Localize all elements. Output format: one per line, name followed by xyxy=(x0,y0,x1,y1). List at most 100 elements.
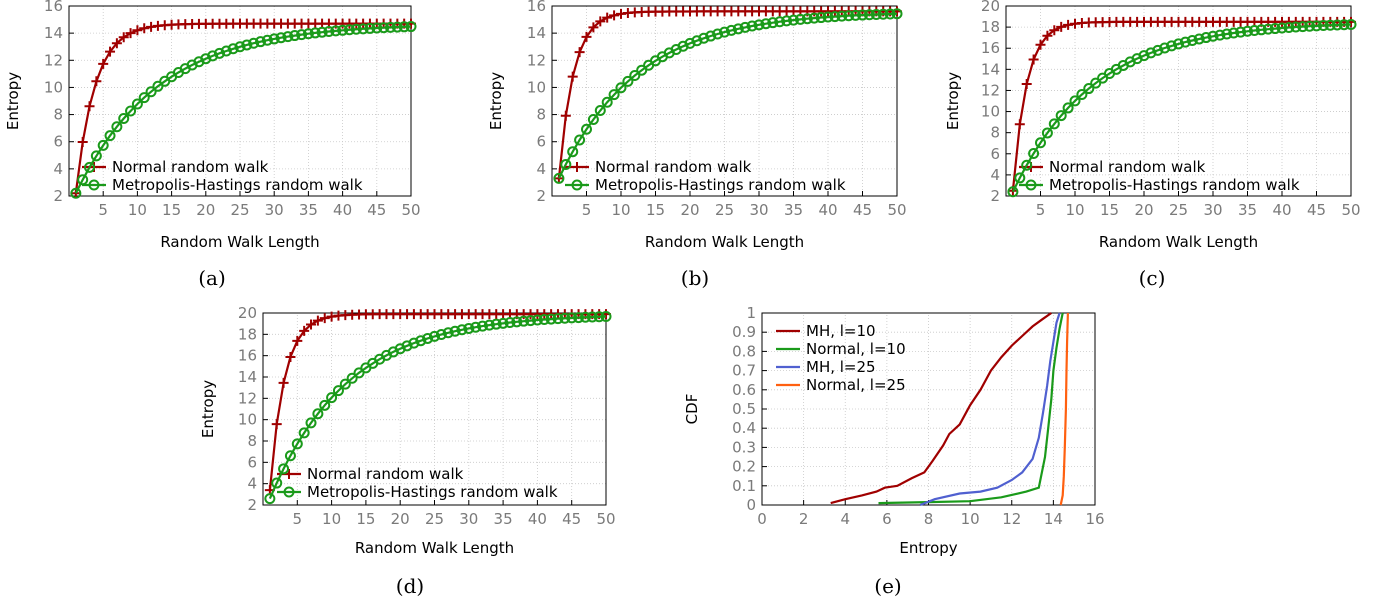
data-point-circle xyxy=(125,105,137,117)
data-point-circle xyxy=(343,24,355,36)
y-tick-label: 2 xyxy=(536,187,546,205)
data-point-circle xyxy=(463,322,475,334)
data-point-circle xyxy=(104,130,116,142)
data-point-plus xyxy=(1049,25,1060,36)
data-point-circle xyxy=(746,20,758,32)
data-point-circle xyxy=(118,113,130,125)
data-point-plus xyxy=(1028,54,1039,65)
x-tick-label: 50 xyxy=(1341,201,1360,219)
data-point-circle xyxy=(312,408,324,420)
legend-marker-circle xyxy=(1025,179,1037,191)
data-point-circle xyxy=(1221,28,1233,40)
x-tick-label: 35 xyxy=(299,201,318,219)
data-point-circle xyxy=(1173,38,1184,50)
data-point-circle xyxy=(822,11,834,23)
data-point-circle xyxy=(449,325,461,337)
series-line xyxy=(830,312,1052,505)
x-tick-label: 50 xyxy=(887,201,906,219)
data-point-circle xyxy=(531,314,543,326)
x-tick-label: 45 xyxy=(853,201,872,219)
data-point-circle xyxy=(1028,148,1040,160)
x-tick-label: 30 xyxy=(1203,201,1222,219)
x-tick-label: 50 xyxy=(401,201,420,219)
data-point-circle xyxy=(815,12,827,24)
x-tick-label: 15 xyxy=(162,201,181,219)
data-point-circle xyxy=(511,316,523,328)
data-point-circle xyxy=(275,32,287,44)
data-point-circle xyxy=(332,385,344,397)
data-point-circle xyxy=(1248,25,1260,37)
data-point-circle xyxy=(289,30,301,42)
x-tick-label: 35 xyxy=(784,201,803,219)
x-tick-label: 30 xyxy=(265,201,284,219)
x-tick-label: 5 xyxy=(293,510,303,528)
series-mh xyxy=(1007,18,1357,198)
data-point-plus xyxy=(595,16,606,27)
data-point-circle xyxy=(405,21,417,33)
chart-panel-b: 5 10 15 20 25 30 35 40 45 50 2 4 6 8 10 12 14 16 Random Wa… xyxy=(487,0,907,251)
y-tick-label: 20 xyxy=(238,304,257,322)
x-tick-label: 6 xyxy=(882,510,892,528)
x-tick-label: 30 xyxy=(459,510,478,528)
x-tick-label: 5 xyxy=(582,201,592,219)
x-axis-label: Random Walk Length xyxy=(355,539,514,557)
data-point-circle xyxy=(760,18,772,30)
data-point-circle xyxy=(1200,32,1212,44)
data-point-circle xyxy=(560,158,572,170)
caption-a: (a) xyxy=(198,266,226,290)
data-point-circle xyxy=(1062,102,1074,114)
data-point-circle xyxy=(629,70,641,82)
data-point-circle xyxy=(1338,19,1350,31)
data-point-circle xyxy=(774,16,786,28)
data-point-circle xyxy=(608,89,620,101)
data-point-circle xyxy=(152,80,164,92)
data-point-circle xyxy=(567,146,579,158)
data-point-circle xyxy=(691,35,703,47)
legend-label: Normal random walk xyxy=(595,158,752,176)
y-tick-label: 12 xyxy=(238,389,257,407)
y-tick-label: 18 xyxy=(238,325,257,343)
data-point-circle xyxy=(398,21,410,33)
y-tick-label: 2 xyxy=(53,187,63,205)
data-point-plus xyxy=(91,76,102,87)
y-tick-label: 8 xyxy=(53,106,63,124)
data-point-circle xyxy=(1228,27,1240,39)
data-point-circle xyxy=(371,22,383,34)
x-tick-label: 10 xyxy=(961,510,980,528)
x-tick-label: 45 xyxy=(562,510,581,528)
y-tick-label: 12 xyxy=(44,51,63,69)
data-point-circle xyxy=(1262,23,1274,35)
legend-entry: Normal random walk xyxy=(277,465,464,483)
data-point-circle xyxy=(1159,42,1171,54)
y-tick-label: 0 xyxy=(746,496,756,514)
data-point-circle xyxy=(705,30,717,42)
data-point-circle xyxy=(1255,24,1267,36)
data-point-circle xyxy=(291,438,303,450)
data-point-circle xyxy=(877,8,889,20)
data-point-plus xyxy=(271,419,282,430)
x-axis-label: Random Walk Length xyxy=(645,233,804,251)
x-tick-label: 10 xyxy=(128,201,147,219)
data-point-circle xyxy=(384,21,396,33)
data-point-circle xyxy=(725,24,737,36)
x-tick-label: 40 xyxy=(528,510,547,528)
x-tick-label: 15 xyxy=(1100,201,1119,219)
data-point-circle xyxy=(456,324,468,336)
data-point-plus xyxy=(1035,39,1046,50)
data-point-circle xyxy=(422,332,434,344)
y-tick-label: 14 xyxy=(527,24,546,42)
data-point-circle xyxy=(684,37,696,49)
legend-entry: MH, l=25 xyxy=(776,358,876,376)
x-tick-label: 20 xyxy=(680,201,699,219)
x-tick-label: 16 xyxy=(1085,510,1104,528)
data-point-circle xyxy=(415,335,427,347)
x-tick-label: 20 xyxy=(1134,201,1153,219)
data-point-circle xyxy=(863,9,875,21)
legend-label: MH, l=10 xyxy=(806,322,876,340)
y-tick-label: 14 xyxy=(44,24,63,42)
y-tick-label: 2 xyxy=(990,187,1000,205)
data-point-plus xyxy=(319,313,330,324)
data-point-circle xyxy=(1283,22,1295,34)
data-point-circle xyxy=(573,312,585,324)
x-tick-label: 25 xyxy=(230,201,249,219)
